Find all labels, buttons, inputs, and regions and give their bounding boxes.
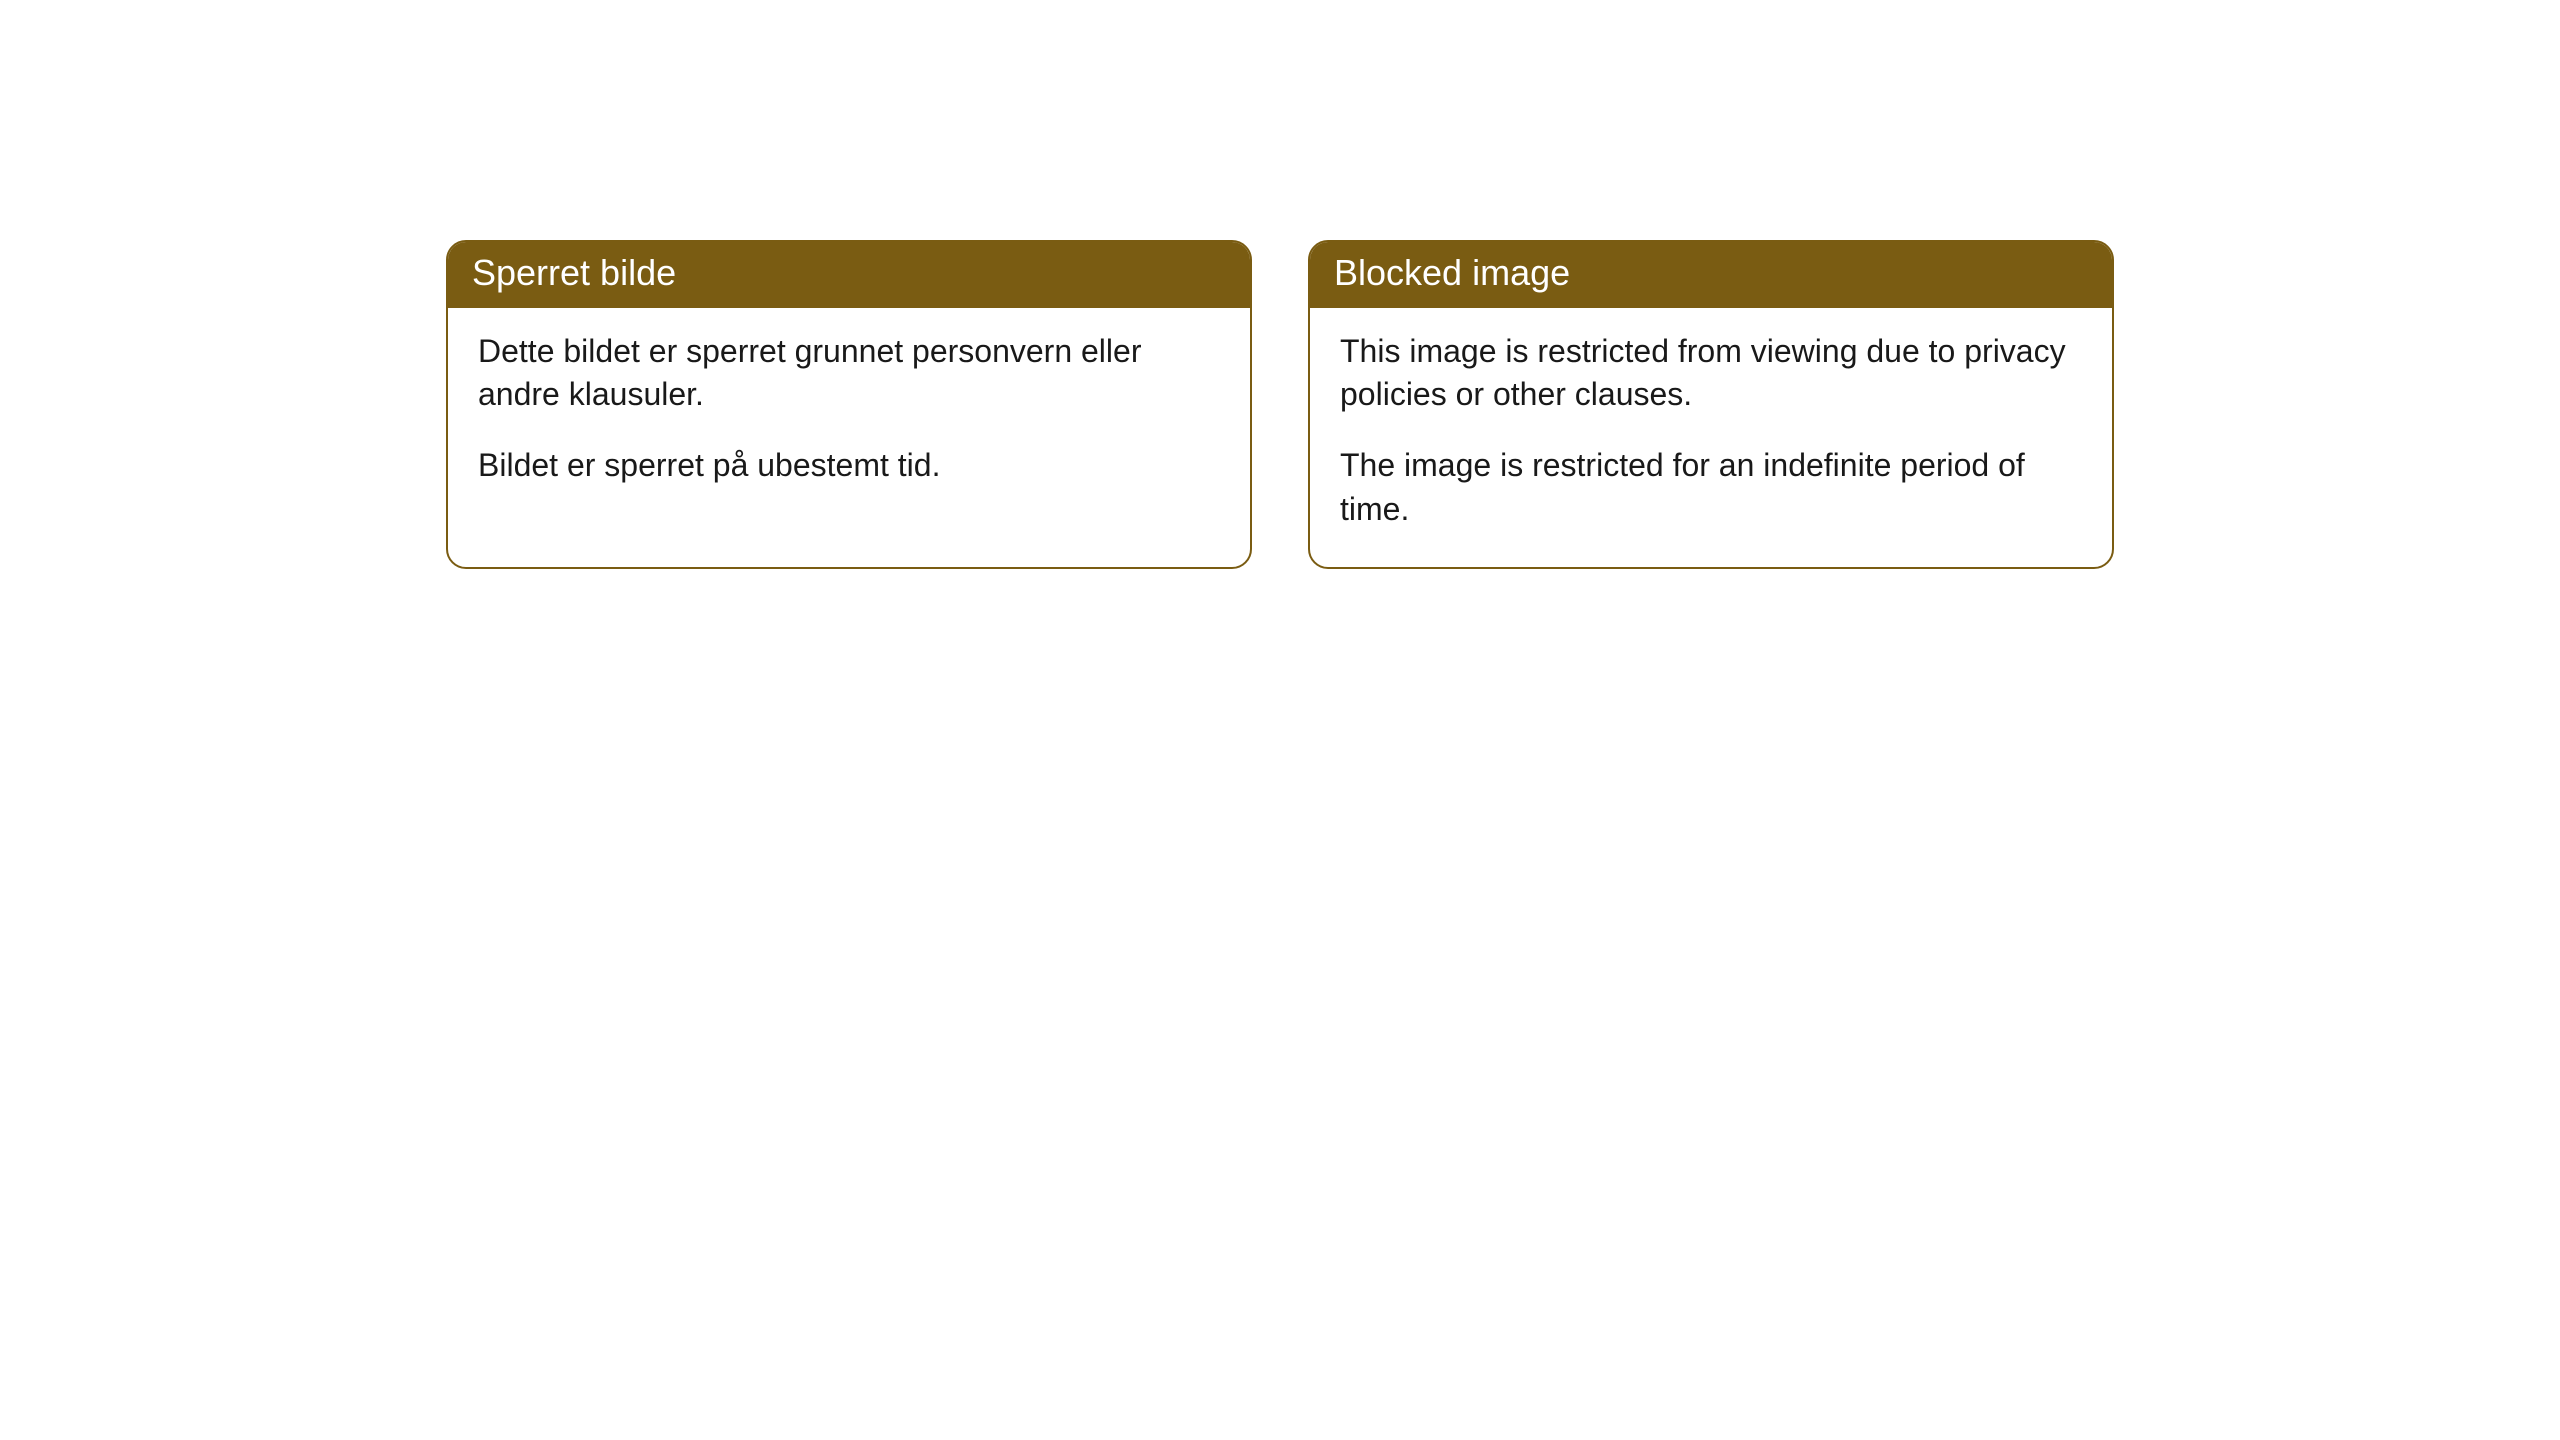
notice-card-title: Blocked image — [1334, 252, 1570, 293]
notice-card-english: Blocked image This image is restricted f… — [1308, 240, 2114, 569]
notice-paragraph: Dette bildet er sperret grunnet personve… — [478, 330, 1220, 416]
notice-card-header: Blocked image — [1310, 242, 2112, 308]
notice-paragraph: Bildet er sperret på ubestemt tid. — [478, 444, 1220, 487]
notice-card-title: Sperret bilde — [472, 252, 676, 293]
notice-paragraph: The image is restricted for an indefinit… — [1340, 444, 2082, 530]
notice-card-header: Sperret bilde — [448, 242, 1250, 308]
notice-card-body: This image is restricted from viewing du… — [1310, 308, 2112, 567]
notice-paragraph: This image is restricted from viewing du… — [1340, 330, 2082, 416]
notice-card-norwegian: Sperret bilde Dette bildet er sperret gr… — [446, 240, 1252, 569]
notice-cards-container: Sperret bilde Dette bildet er sperret gr… — [0, 240, 2560, 569]
notice-card-body: Dette bildet er sperret grunnet personve… — [448, 308, 1250, 524]
